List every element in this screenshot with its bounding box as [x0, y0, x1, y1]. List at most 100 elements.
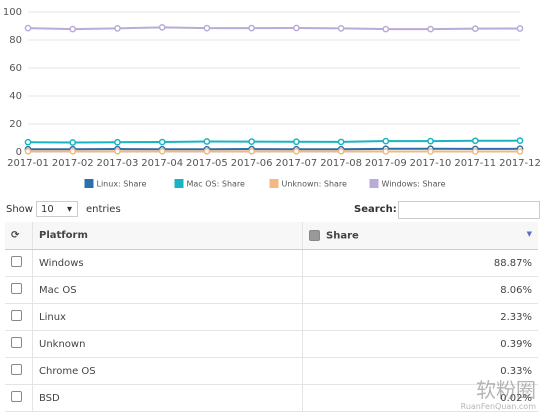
- platform-cell: BSD: [32, 384, 303, 412]
- row-checkbox[interactable]: [11, 337, 22, 348]
- data-point: [337, 147, 345, 155]
- checkbox-cell: [5, 357, 33, 385]
- data-point: [382, 148, 390, 155]
- x-tick-label: 2017-12: [499, 158, 541, 169]
- chart: 0 20 40 60 80 100 2017-01 2017-02 2017-03 2017-04…: [3, 7, 541, 189]
- data-point: [337, 25, 345, 32]
- watermark-url: RuanFenQuan.com: [460, 402, 536, 411]
- x-tick-label: 2017-10: [410, 158, 452, 169]
- row-checkbox[interactable]: [11, 256, 22, 267]
- entries-label: entries: [86, 204, 121, 215]
- data-point: [293, 24, 300, 32]
- table-row: Mac OS 8.06%: [5, 276, 538, 304]
- watermark: 软粉圈: [476, 378, 536, 402]
- share-cell: 8.06%: [302, 276, 538, 304]
- row-checkbox[interactable]: [11, 364, 22, 375]
- platform-cell: Unknown: [32, 330, 303, 358]
- share-cell: 2.33%: [302, 303, 538, 331]
- search-input[interactable]: [398, 201, 540, 219]
- data-point: [248, 24, 255, 32]
- data-table: ⟳ Platform Share ▼ Windows 88.87% Mac OS 8.06% L…: [5, 222, 538, 412]
- length-value: 10: [41, 204, 54, 215]
- x-tick-label: 2017-02: [52, 158, 94, 169]
- column-header: Platform: [32, 222, 303, 250]
- data-point: [158, 147, 166, 155]
- platform-cell: Windows: [32, 249, 303, 277]
- share-cell: 0.39%: [302, 330, 538, 358]
- column-title: Share: [326, 230, 359, 242]
- row-checkbox[interactable]: [11, 310, 22, 321]
- data-point: [471, 137, 479, 145]
- platform-cell: Chrome OS: [32, 357, 303, 385]
- share-cell: 0.02%: [302, 384, 538, 412]
- platform-cell: Linux: [32, 303, 303, 331]
- data-point: [427, 25, 434, 33]
- checkbox-cell: [5, 384, 33, 412]
- length-select[interactable]: 10 ▾: [36, 201, 78, 217]
- data-point: [248, 147, 255, 155]
- data-point: [24, 147, 32, 155]
- legend-swatch: [269, 179, 279, 188]
- search-label: Search:: [354, 204, 397, 215]
- x-tick-label: 2017-03: [97, 158, 139, 169]
- row-checkbox[interactable]: [11, 391, 22, 402]
- x-tick-label: 2017-05: [186, 158, 228, 169]
- x-tick-label: 2017-01: [7, 158, 49, 169]
- table-controls: Show 10 ▾ entries Search:: [6, 201, 540, 219]
- y-tick-label: 20: [9, 119, 22, 130]
- data-point: [24, 138, 32, 146]
- legend-label: Linux: Share: [97, 180, 147, 189]
- x-tick-label: 2017-11: [454, 158, 496, 169]
- data-point: [427, 137, 434, 145]
- legend-swatch: [84, 179, 94, 188]
- data-point: [427, 148, 434, 155]
- platform-cell: Mac OS: [32, 276, 303, 304]
- row-checkbox[interactable]: [11, 283, 22, 294]
- share-cell: 0.33%: [302, 357, 538, 385]
- data-point: [382, 25, 390, 33]
- data-point: [382, 137, 390, 145]
- checkbox-cell: [5, 330, 33, 358]
- data-point: [158, 138, 166, 146]
- checkbox-cell: [5, 249, 33, 277]
- data-point: [203, 147, 211, 155]
- y-tick-label: 0: [16, 147, 22, 158]
- header-row: ⟳ Platform Share ▼: [5, 222, 538, 250]
- column-title: Platform: [39, 230, 88, 241]
- x-tick-label: 2017-06: [231, 158, 273, 169]
- legend-swatch: [369, 179, 379, 188]
- data-point: [203, 24, 211, 32]
- table-row: Windows 88.87%: [5, 249, 538, 277]
- share-cell: 88.87%: [302, 249, 538, 277]
- data-point: [516, 25, 524, 32]
- data-point: [69, 147, 77, 155]
- data-point: [69, 25, 77, 33]
- legend-label: Unknown: Share: [282, 180, 348, 189]
- checkbox-cell: [5, 276, 33, 304]
- data-point: [248, 138, 255, 145]
- data-point: [158, 24, 166, 31]
- y-tick-label: 100: [3, 7, 22, 18]
- refresh-header: ⟳: [5, 222, 33, 250]
- column-header: Share ▼: [302, 222, 538, 250]
- data-point: [337, 138, 345, 146]
- table-row: Linux 2.33%: [5, 303, 538, 331]
- x-tick-label: 2017-09: [365, 158, 407, 169]
- x-tick-label: 2017-04: [141, 158, 183, 169]
- data-point: [114, 147, 121, 155]
- checkbox-cell: [5, 303, 33, 331]
- header-checkbox: [309, 229, 320, 241]
- series-line: [27, 26, 521, 31]
- data-point: [114, 138, 121, 146]
- data-point: [293, 138, 300, 146]
- show-label: Show: [6, 204, 33, 215]
- sort-arrow: ▼: [526, 229, 532, 238]
- table-row: BSD 0.02%: [5, 384, 538, 412]
- data-point: [516, 148, 524, 155]
- data-point: [203, 138, 211, 145]
- data-point: [471, 148, 479, 155]
- legend-label: Windows: Share: [382, 180, 446, 189]
- data-point: [293, 147, 300, 155]
- data-point: [471, 25, 479, 33]
